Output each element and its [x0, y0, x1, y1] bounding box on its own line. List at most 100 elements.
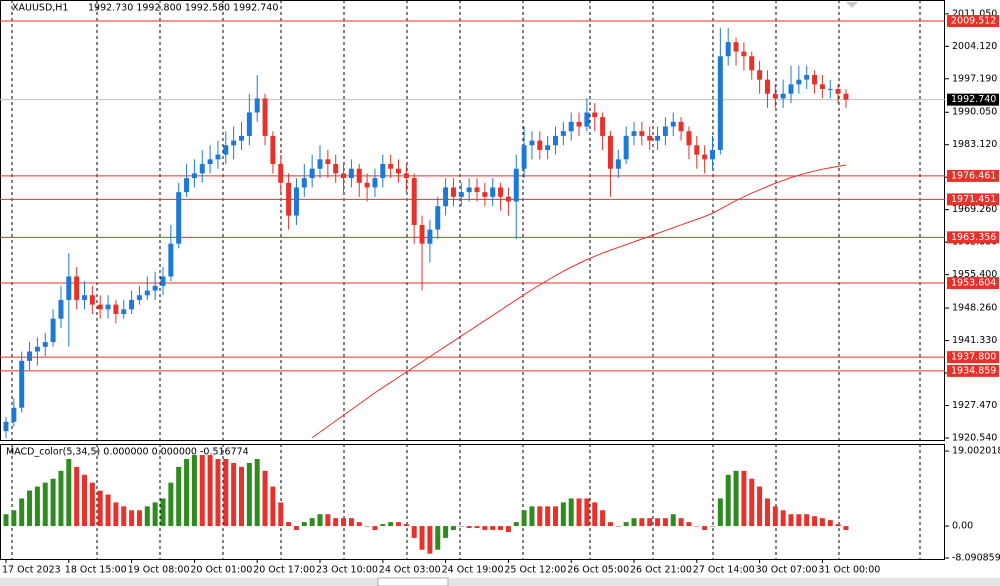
tab[interactable]: [377, 577, 449, 586]
macd-bar: [136, 510, 142, 527]
macd-bar: [568, 498, 574, 527]
candle-body: [615, 159, 621, 169]
macd-bar: [631, 518, 637, 527]
macd-bar: [3, 514, 9, 527]
level-label: 1953.604: [951, 278, 996, 289]
macd-bar: [246, 462, 252, 527]
candle-body: [3, 421, 9, 432]
x-tick-label: 18 Oct 15:00: [65, 565, 127, 576]
x-tick-label: 31 Oct 00:00: [818, 565, 880, 576]
macd-bar: [231, 462, 237, 527]
y-tick-label: 1969.260: [952, 204, 997, 215]
candle-body: [741, 51, 747, 57]
candle-body: [356, 168, 362, 183]
macd-bar: [403, 524, 409, 527]
candle-body: [702, 154, 708, 160]
level-label: 1976.461: [951, 170, 996, 181]
macd-bar: [396, 522, 401, 527]
candle-body: [262, 98, 268, 136]
macd-bar: [450, 526, 456, 531]
y-tick-label: 1941.330: [952, 335, 997, 346]
level-label: 1937.800: [951, 352, 996, 363]
candle-body: [647, 135, 653, 141]
candle-body: [686, 131, 692, 146]
macd-bar: [764, 498, 770, 527]
macd-bar: [121, 506, 127, 527]
candle-body: [97, 304, 103, 310]
candle-body: [34, 346, 40, 352]
x-tick-label: 26 Oct 05:00: [567, 565, 629, 576]
candle-body: [498, 187, 504, 197]
macd-bar: [647, 518, 653, 527]
macd-bar: [356, 522, 362, 527]
macd-bar: [623, 522, 629, 527]
macd-bar: [521, 510, 527, 527]
macd-bar: [97, 490, 103, 527]
current-price-box: [947, 93, 999, 106]
macd-bar: [82, 474, 87, 527]
candle-body: [348, 168, 354, 179]
macd-bar: [191, 455, 197, 527]
macd-bar: [105, 494, 111, 527]
candle-body: [835, 89, 841, 94]
macd-bar: [725, 474, 731, 527]
macd-bar: [592, 502, 598, 527]
macd-bar: [239, 466, 244, 527]
macd-bar: [733, 470, 739, 527]
macd-bar: [411, 526, 417, 538]
candle-body: [58, 299, 64, 319]
candle-body: [380, 164, 386, 179]
candle-body: [796, 79, 802, 85]
macd-bar: [160, 498, 166, 527]
candle-body: [317, 159, 323, 169]
shift-marker: [846, 2, 858, 8]
macd-bar: [19, 498, 25, 527]
level-label-box: [947, 364, 999, 377]
macd-bar: [482, 526, 488, 531]
macd-bar: [333, 518, 339, 527]
candle-body: [450, 187, 456, 197]
candle-body: [215, 154, 221, 160]
macd-bar: [270, 486, 276, 527]
chart-subtitle: 1992.730 1992.800 1992.580 1992.740: [88, 3, 278, 14]
candle-body: [293, 187, 299, 216]
x-tick-label: 30 Oct 07:00: [756, 565, 818, 576]
candle-body: [301, 178, 307, 188]
candle-body: [521, 145, 527, 169]
candle-body: [458, 192, 464, 197]
candle-body: [403, 173, 409, 179]
candle-body: [584, 112, 590, 127]
candle-body: [568, 121, 574, 132]
candle-body: [82, 295, 87, 300]
candle-body: [757, 70, 763, 80]
candle-body: [710, 149, 715, 160]
macd-bar: [152, 502, 158, 527]
macd-bar: [678, 518, 684, 527]
level-label-box: [947, 231, 999, 244]
level-label-box: [947, 193, 999, 206]
macd-bar: [34, 486, 40, 527]
level-label-box: [947, 15, 999, 28]
candle-body: [333, 164, 339, 174]
macd-bar: [113, 502, 119, 527]
macd-bar: [694, 526, 700, 527]
y-tick-label: 1927.470: [952, 400, 997, 411]
candle-body: [184, 178, 190, 193]
candle-body: [812, 74, 818, 85]
candle-body: [631, 131, 637, 136]
y-tick-label: 1983.120: [952, 139, 997, 150]
macd-bar: [757, 486, 763, 527]
x-tick-label: 20 Oct 01:00: [190, 565, 252, 576]
macd-bar: [66, 458, 72, 527]
candle-body: [19, 360, 25, 408]
level-label-box: [947, 351, 999, 364]
candle-body: [231, 140, 237, 146]
candle-body: [505, 196, 511, 202]
candle-body: [537, 140, 543, 150]
macd-bar: [199, 455, 205, 527]
candle-body: [764, 79, 770, 94]
macd-bar: [584, 498, 590, 527]
y-tick-label: -8.090859: [952, 552, 1000, 563]
candle-body: [466, 187, 472, 193]
